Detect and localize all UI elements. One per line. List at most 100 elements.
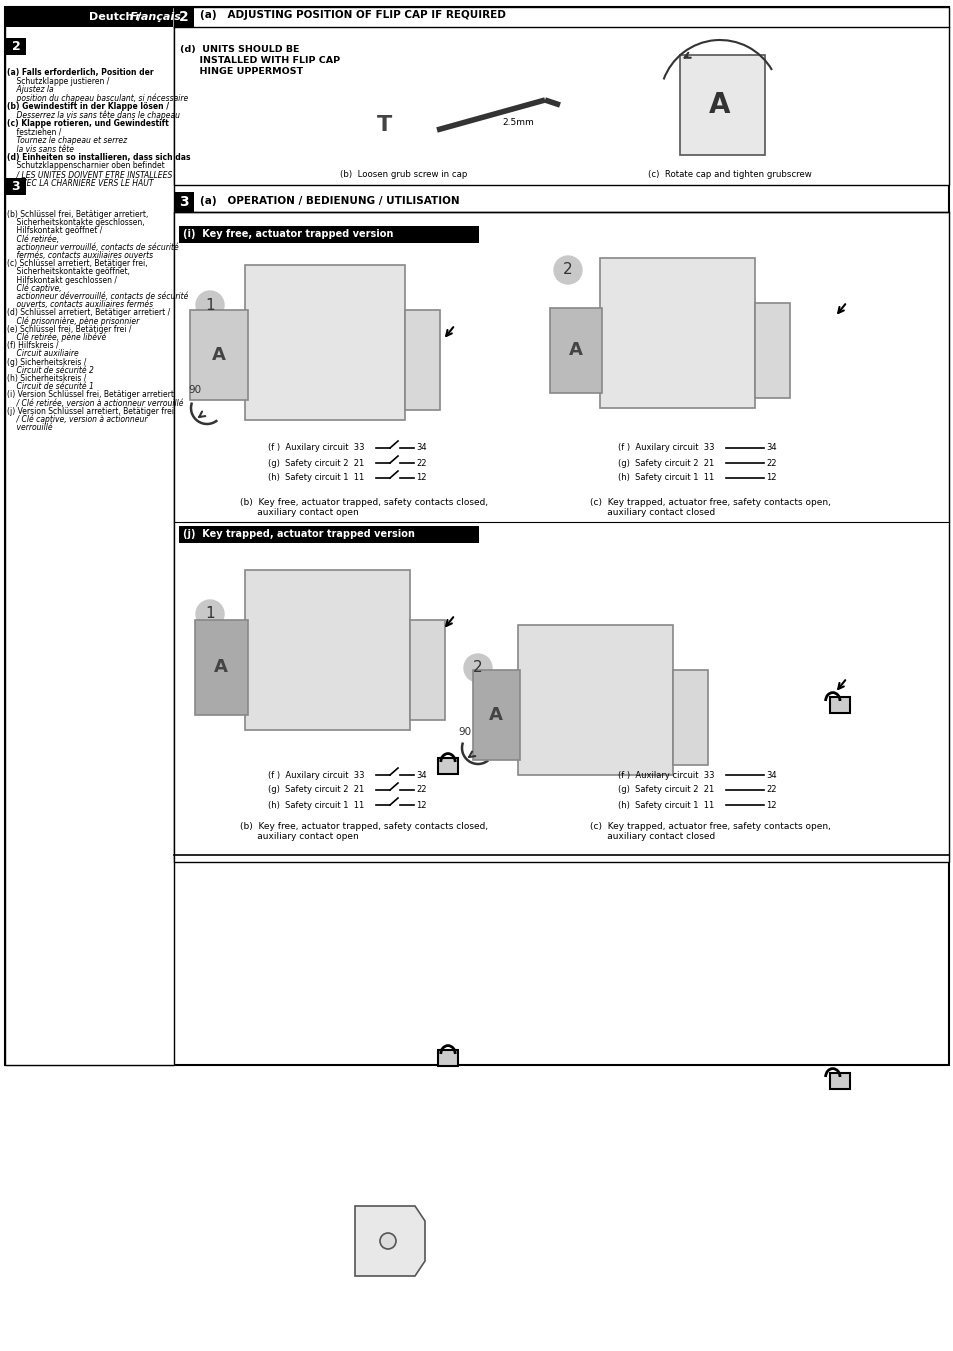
Text: 22: 22	[416, 458, 426, 467]
Text: Clé captive,: Clé captive,	[7, 284, 62, 293]
Text: (b) Schlüssel frei, Betätiger arretiert,: (b) Schlüssel frei, Betätiger arretiert,	[7, 209, 149, 219]
Text: 12: 12	[416, 473, 426, 482]
Text: auxiliary contact closed: auxiliary contact closed	[589, 832, 715, 842]
Text: 2: 2	[562, 262, 572, 277]
Bar	[5, 7, 948, 1065]
Circle shape	[463, 654, 492, 682]
Text: AVEC LA CHARNIERE VERS LE HAUT: AVEC LA CHARNIERE VERS LE HAUT	[7, 178, 153, 188]
Text: Sicherheitskontakte geöffnet,: Sicherheitskontakte geöffnet,	[7, 267, 130, 277]
Text: / Clé retirée, version à actionneur verrouillé: / Clé retirée, version à actionneur verr…	[7, 399, 183, 408]
Bar	[173, 7, 193, 27]
Text: 12: 12	[765, 473, 776, 482]
Bar	[550, 308, 601, 393]
Text: Circuit de sécurité 2: Circuit de sécurité 2	[7, 366, 93, 374]
Text: Schutzklappenscharnier oben befindet: Schutzklappenscharnier oben befindet	[7, 162, 165, 170]
Bar	[245, 265, 405, 420]
Bar	[438, 1050, 457, 1066]
Text: (f )  Auxilary circuit  33: (f ) Auxilary circuit 33	[268, 770, 364, 780]
Text: 3: 3	[179, 195, 189, 209]
Text: (i) Version Schlüssel frei, Betätiger arretiert: (i) Version Schlüssel frei, Betätiger ar…	[7, 390, 173, 400]
Text: 1: 1	[205, 297, 214, 312]
Text: INSTALLED WITH FLIP CAP: INSTALLED WITH FLIP CAP	[180, 55, 340, 65]
Text: 34: 34	[416, 443, 426, 453]
Bar	[754, 303, 789, 399]
Text: Tournez le chapeau et serrez: Tournez le chapeau et serrez	[7, 136, 127, 145]
Text: (i)  Key free, actuator trapped version: (i) Key free, actuator trapped version	[183, 230, 393, 239]
Text: / Clé captive, version à actionneur: / Clé captive, version à actionneur	[7, 415, 148, 424]
Bar	[410, 620, 444, 720]
Text: 22: 22	[416, 785, 426, 794]
Text: Clé retirée,: Clé retirée,	[7, 235, 59, 243]
Text: (f) Hilfskreis /: (f) Hilfskreis /	[7, 342, 58, 350]
Text: 34: 34	[765, 770, 776, 780]
Text: Desserrez la vis sans tête dans le chapeau: Desserrez la vis sans tête dans le chape…	[7, 111, 180, 120]
Text: (g)  Safety circuit 2  21: (g) Safety circuit 2 21	[268, 785, 364, 794]
Text: (c)  Rotate cap and tighten grubscrew: (c) Rotate cap and tighten grubscrew	[647, 170, 811, 178]
Text: 1: 1	[205, 607, 214, 621]
Text: (h) Sicherheitskreis /: (h) Sicherheitskreis /	[7, 374, 87, 382]
Text: (g) Sicherheitskreis /: (g) Sicherheitskreis /	[7, 358, 87, 366]
Bar	[173, 212, 948, 862]
Text: 2: 2	[179, 9, 189, 24]
Text: Circuit auxiliaire: Circuit auxiliaire	[7, 350, 79, 358]
Text: (b)  Loosen grub screw in cap: (b) Loosen grub screw in cap	[339, 170, 467, 178]
Text: A: A	[212, 346, 226, 363]
Text: (e) Schlüssel frei, Betätiger frei /: (e) Schlüssel frei, Betätiger frei /	[7, 324, 132, 334]
Bar	[405, 309, 439, 409]
Text: 22: 22	[765, 458, 776, 467]
Text: 2: 2	[473, 661, 482, 676]
Text: (b) Gewindestift in der Klappe lösen /: (b) Gewindestift in der Klappe lösen /	[7, 101, 169, 111]
Text: auxiliary contact open: auxiliary contact open	[240, 508, 358, 517]
Text: (j) Version Schlüssel arretiert, Betätiger frei: (j) Version Schlüssel arretiert, Betätig…	[7, 407, 173, 416]
Text: actionneur verrouillé, contacts de sécurité: actionneur verrouillé, contacts de sécur…	[7, 243, 178, 251]
Text: (h)  Safety circuit 1  11: (h) Safety circuit 1 11	[618, 473, 714, 482]
Bar	[829, 1074, 849, 1089]
Text: A: A	[708, 91, 730, 119]
Bar	[473, 670, 519, 761]
Text: position du chapeau basculant, si nécessaire: position du chapeau basculant, si nécess…	[7, 93, 188, 103]
Circle shape	[554, 255, 581, 284]
Bar	[173, 7, 948, 185]
Text: Circuit de sécurité 1: Circuit de sécurité 1	[7, 382, 93, 392]
Text: (c) Klappe rotieren, und Gewindestift: (c) Klappe rotieren, und Gewindestift	[7, 119, 169, 128]
Text: (g)  Safety circuit 2  21: (g) Safety circuit 2 21	[268, 458, 364, 467]
Text: 12: 12	[765, 801, 776, 809]
Text: festziehen /: festziehen /	[7, 127, 61, 136]
Text: 90: 90	[189, 385, 201, 394]
Text: A: A	[569, 340, 582, 359]
Text: auxiliary contact open: auxiliary contact open	[240, 832, 358, 842]
Bar	[6, 38, 26, 55]
Circle shape	[195, 600, 224, 628]
Text: Hilfskontakt geöffnet /: Hilfskontakt geöffnet /	[7, 227, 102, 235]
Text: 22: 22	[765, 785, 776, 794]
Text: HINGE UPPERMOST: HINGE UPPERMOST	[180, 68, 303, 76]
Text: 12: 12	[416, 801, 426, 809]
Bar	[5, 7, 173, 1065]
Text: (b)  Key free, actuator trapped, safety contacts closed,: (b) Key free, actuator trapped, safety c…	[240, 821, 488, 831]
Text: (a) Falls erforderlich, Position der: (a) Falls erforderlich, Position der	[7, 68, 153, 77]
Bar	[194, 620, 248, 715]
Bar	[179, 526, 478, 543]
Text: A: A	[489, 707, 502, 724]
Text: (d) Einheiten so installieren, dass sich das: (d) Einheiten so installieren, dass sich…	[7, 153, 191, 162]
Text: (d)  UNITS SHOULD BE: (d) UNITS SHOULD BE	[180, 45, 299, 54]
Text: 2: 2	[11, 39, 20, 53]
Text: 34: 34	[416, 770, 426, 780]
Bar	[599, 258, 754, 408]
Text: (a)   OPERATION / BEDIENUNG / UTILISATION: (a) OPERATION / BEDIENUNG / UTILISATION	[200, 196, 459, 205]
Bar	[679, 55, 764, 155]
Text: (h)  Safety circuit 1  11: (h) Safety circuit 1 11	[268, 801, 364, 809]
Text: Sicherheitskontakte geschlossen,: Sicherheitskontakte geschlossen,	[7, 219, 145, 227]
Text: T: T	[377, 115, 393, 135]
Bar	[6, 178, 26, 195]
Bar	[438, 758, 457, 774]
Text: (h)  Safety circuit 1  11: (h) Safety circuit 1 11	[268, 473, 364, 482]
Text: (c)  Key trapped, actuator free, safety contacts open,: (c) Key trapped, actuator free, safety c…	[589, 821, 830, 831]
Text: (f )  Auxilary circuit  33: (f ) Auxilary circuit 33	[618, 443, 714, 453]
Bar	[6, 7, 172, 27]
Text: la vis sans tête: la vis sans tête	[7, 145, 74, 154]
Text: (c) Schlüssel arretiert, Betätiger frei,: (c) Schlüssel arretiert, Betätiger frei,	[7, 259, 148, 269]
Text: Schutzklappe justieren /: Schutzklappe justieren /	[7, 77, 110, 85]
Text: Ajustez la: Ajustez la	[7, 85, 53, 95]
Text: 34: 34	[765, 443, 776, 453]
